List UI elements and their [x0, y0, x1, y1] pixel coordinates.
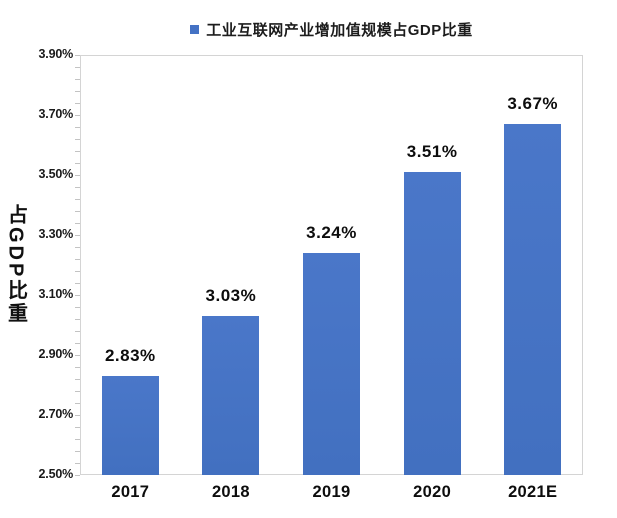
y-tick-label: 2.90% — [38, 347, 74, 361]
legend-square-icon — [190, 25, 200, 34]
x-tick-label-2020: 2020 — [413, 483, 452, 501]
bar-2019 — [303, 253, 360, 475]
value-label-2020: 3.51% — [406, 142, 458, 161]
legend-label: 工业互联网产业增加值规模占GDP比重 — [206, 21, 473, 39]
y-axis-title: 占GDP比重 — [4, 204, 27, 326]
y-tick-label: 3.70% — [38, 107, 74, 121]
x-tick-label-2021E: 2021E — [508, 483, 558, 501]
y-tick-label: 3.50% — [38, 167, 74, 181]
chart-legend: 工业互联网产业增加值规模占GDP比重 — [80, 18, 583, 40]
value-label-2017: 2.83% — [104, 346, 156, 365]
y-tick-label: 2.70% — [38, 407, 74, 421]
bar-2017 — [101, 376, 159, 475]
y-axis-minor-ticks — [75, 55, 80, 476]
x-tick-label-2017: 2017 — [111, 483, 150, 501]
y-tick-label: 3.30% — [38, 227, 74, 241]
x-tick-label-2019: 2019 — [312, 483, 351, 501]
y-tick-label: 2.50% — [38, 467, 74, 481]
bar-2020 — [403, 172, 461, 475]
bar-2021E — [504, 124, 562, 475]
value-label-2019: 3.24% — [306, 223, 357, 242]
value-label-2021E: 3.67% — [507, 94, 559, 113]
y-tick-label: 3.90% — [38, 47, 74, 61]
x-tick-label-2018: 2018 — [211, 483, 250, 501]
value-label-2018: 3.03% — [205, 286, 257, 305]
bar-2018 — [202, 316, 260, 475]
y-tick-label: 3.10% — [38, 287, 74, 301]
